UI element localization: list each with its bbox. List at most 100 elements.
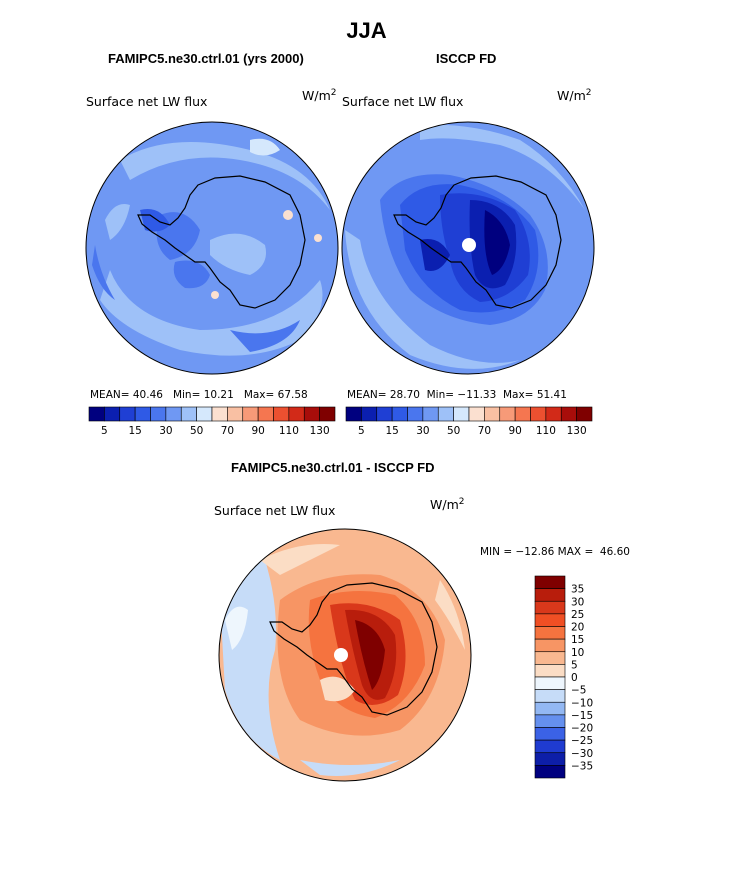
antarctica-coastline [269,582,438,716]
colorbar-swatch [437,406,454,422]
colorbar-tick-label: 25 [571,609,584,621]
flux-patch [314,234,322,242]
units-base: W/m [430,497,459,513]
colorbar-swatch [534,752,566,766]
panel-obs-map [342,122,594,374]
antarctica-coastline [137,175,306,309]
colorbar-swatch [196,406,213,422]
flux-band [250,138,280,156]
colorbar-swatch [150,406,167,422]
max-label: Max= [502,389,534,401]
diff-band [260,544,340,575]
colorbar-swatch [576,406,593,422]
colorbar-tick-label: 90 [251,425,264,437]
colorbar-swatch [303,406,320,422]
colorbar-swatch [242,406,259,422]
panel-model-map [86,122,338,374]
colorbar-swatch [499,406,516,422]
colorbar-tick-label: 15 [128,425,141,437]
colorbar-tick-label: 110 [536,425,556,437]
colorbar-swatch [165,406,182,422]
colorbar-swatch [534,714,566,728]
colorbar-tick-label: −35 [571,760,593,772]
flux-band [120,142,330,210]
panel-diff-stats: MIN = −12.86 MAX = 46.60 [480,546,630,558]
colorbar-swatch [534,727,566,741]
colorbar-tick-label: −25 [571,735,593,747]
colorbar-swatch [453,406,470,422]
colorbar-swatch [514,406,531,422]
colorbar-swatch [484,406,501,422]
colorbar-swatch [319,406,336,422]
colorbar-tick-label: 15 [571,634,584,646]
colorbar-swatch [180,406,197,422]
colorbar-swatch [257,406,274,422]
map-border [85,121,339,375]
flux-patch [283,210,293,220]
colorbar-swatch [407,406,424,422]
figure-title: JJA [346,18,387,43]
colorbar-tick-label: 90 [508,425,521,437]
colorbar-swatch [119,406,136,422]
colorbar-tick-label: 5 [358,425,365,437]
colorbar-swatch [391,406,408,422]
colorbar-swatch [288,406,305,422]
flux-patch [211,291,219,299]
colorbar-swatch [534,588,566,602]
colorbar-swatch [534,638,566,653]
flux-band [210,233,266,275]
colorbar-tick-label: −10 [571,697,593,709]
colorbar-tick-label: 30 [416,425,429,437]
units-base: W/m [302,88,331,104]
colorbar-tick-label: 5 [101,425,108,437]
colorbar-tick-label: 130 [310,425,330,437]
colorbar-tick-label: 70 [221,425,234,437]
diff-band [355,620,385,690]
units-exp: 2 [458,497,465,507]
max-value: 51.41 [536,389,567,401]
colorbar-swatch [227,406,244,422]
colorbar-swatch [134,406,151,422]
panel-model-units: W/m2 [302,88,336,103]
units-base: W/m [557,88,586,104]
colorbar-tick-label: 5 [571,659,578,671]
colorbar-tick-label: −30 [571,748,593,760]
panel-diff-units: W/m2 [430,497,464,512]
mean-value: 28.70 [389,389,420,401]
mean-value: 40.46 [132,389,163,401]
min-label: Min= [426,389,455,401]
colorbar-tick-label: −20 [571,723,593,735]
diff-band [435,580,465,650]
colorbar-tick-label: 10 [571,647,584,659]
colorbar-tick-label: 110 [279,425,299,437]
flux-band [345,230,520,369]
diff-band [220,545,280,760]
panel-obs-units: W/m2 [557,88,591,103]
colorbar-model: 5 15 30 50 70 90 110 130 [88,406,336,437]
colorbar-obs: 5 15 30 50 70 90 110 130 [345,406,593,437]
colorbar-tick-label: 20 [571,622,584,634]
colorbar-swatch [273,406,290,422]
colorbar-swatch [345,406,362,422]
panel-model-field-label: Surface net LW flux [86,94,208,109]
max-label: Max= [243,389,275,401]
antarctica-coastline [393,175,562,309]
flux-band [105,204,130,240]
colorbar-swatch [376,406,393,422]
panel-model-title: FAMIPC5.ne30.ctrl.01 (yrs 2000) [108,51,304,66]
panel-obs-field-label: Surface net LW flux [342,94,464,109]
colorbar-tick-label: 30 [571,596,584,608]
colorbar-swatch [545,406,562,422]
diff-band [320,676,355,702]
colorbar-swatch [361,406,378,422]
colorbar-swatch [534,651,566,665]
colorbar-tick-label: 130 [567,425,587,437]
colorbar-tick-label: 30 [159,425,172,437]
colorbar-tick-label: 50 [447,425,460,437]
colorbar-swatch [468,406,485,422]
pole-hole-marker [334,648,348,662]
colorbar-swatch [534,626,566,640]
colorbar-swatch [422,406,439,422]
colorbar-tick-label: −15 [571,710,593,722]
